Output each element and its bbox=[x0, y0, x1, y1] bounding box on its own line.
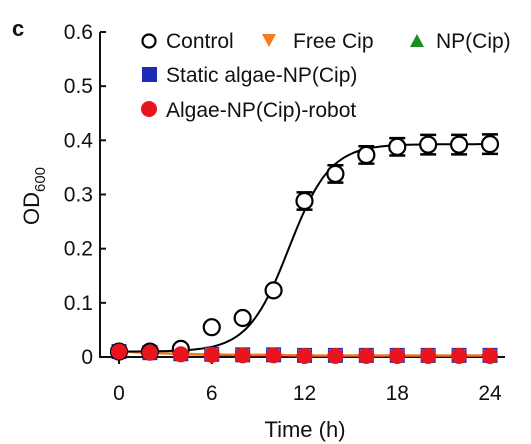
y-axis-title-sub: 600 bbox=[32, 167, 49, 192]
point-control bbox=[419, 135, 438, 154]
point-algae-np-cip-robot bbox=[420, 347, 437, 364]
y-tick-label: 0.5 bbox=[64, 75, 93, 98]
point-control bbox=[326, 164, 345, 184]
legend-label-control: Control bbox=[166, 30, 234, 53]
x-ticks: 0 6 12 18 24 bbox=[113, 357, 502, 405]
point-algae-np-cip-robot bbox=[265, 347, 282, 364]
legend-label-np-cip: NP(Cip) bbox=[436, 30, 511, 53]
legend-marker-control bbox=[141, 33, 157, 49]
y-tick-label: 0 bbox=[81, 346, 93, 369]
x-tick-label: 24 bbox=[478, 382, 502, 405]
legend-item-static-algae: Static algae-NP(Cip) bbox=[142, 64, 357, 87]
panel-label: c bbox=[12, 16, 24, 41]
point-algae-np-cip-robot bbox=[234, 347, 251, 364]
point-algae-np-cip-robot bbox=[203, 346, 220, 363]
legend-item-algae-robot: Algae-NP(Cip)-robot bbox=[141, 99, 356, 122]
legend-label-free-cip: Free Cip bbox=[293, 30, 374, 53]
y-tick-label: 0.2 bbox=[64, 238, 93, 261]
point-algae-np-cip-robot bbox=[327, 347, 344, 364]
legend-label-algae-robot: Algae-NP(Cip)-robot bbox=[166, 99, 356, 122]
legend-marker-np-cip bbox=[410, 34, 424, 47]
legend-marker-free-cip bbox=[262, 34, 276, 47]
point-algae-np-cip-robot bbox=[451, 347, 468, 364]
point-algae-np-cip-robot bbox=[358, 347, 375, 364]
legend-marker-static-algae bbox=[142, 67, 157, 82]
legend-item-free-cip: Free Cip bbox=[262, 30, 374, 53]
data-markers bbox=[109, 133, 500, 364]
y-tick-label: 0.1 bbox=[64, 292, 93, 315]
legend-label-static-algae: Static algae-NP(Cip) bbox=[166, 64, 357, 87]
x-tick-label: 0 bbox=[113, 382, 125, 405]
y-tick-label: 0.3 bbox=[64, 184, 93, 207]
point-algae-np-cip-robot bbox=[141, 344, 158, 361]
point-algae-np-cip-robot bbox=[296, 347, 313, 364]
point-algae-np-cip-robot bbox=[172, 346, 189, 363]
y-tick-label: 0.4 bbox=[64, 129, 94, 152]
x-tick-label: 18 bbox=[386, 382, 409, 405]
point-control bbox=[357, 145, 376, 165]
point-control bbox=[264, 281, 283, 300]
y-axis-title-main: OD bbox=[19, 192, 44, 225]
point-algae-np-cip-robot bbox=[482, 347, 498, 364]
legend-item-control: Control bbox=[141, 30, 234, 53]
x-tick-label: 6 bbox=[206, 382, 218, 405]
point-control bbox=[449, 135, 469, 154]
point-control bbox=[233, 308, 252, 328]
y-tick-label: 0.6 bbox=[64, 21, 93, 44]
y-axis-title-text: OD600 bbox=[19, 167, 49, 225]
legend-item-np-cip: NP(Cip) bbox=[410, 30, 511, 53]
x-tick-label: 12 bbox=[293, 382, 316, 405]
point-control bbox=[388, 137, 407, 156]
legend-marker-algae-robot bbox=[141, 101, 157, 117]
fit-curve-control bbox=[119, 143, 490, 353]
point-control bbox=[202, 318, 221, 337]
point-control bbox=[295, 191, 314, 211]
point-algae-np-cip-robot bbox=[111, 343, 127, 360]
y-ticks: 0 0.1 0.2 0.3 0.4 0.5 0.6 bbox=[64, 21, 106, 369]
x-axis-title: Time (h) bbox=[264, 417, 345, 442]
y-axis-title: OD600 bbox=[19, 167, 49, 225]
point-algae-np-cip-robot bbox=[389, 347, 406, 364]
point-control bbox=[480, 135, 500, 154]
fit-curves bbox=[118, 143, 490, 357]
legend: Control Free Cip NP(Cip) Static algae-NP… bbox=[141, 30, 511, 122]
